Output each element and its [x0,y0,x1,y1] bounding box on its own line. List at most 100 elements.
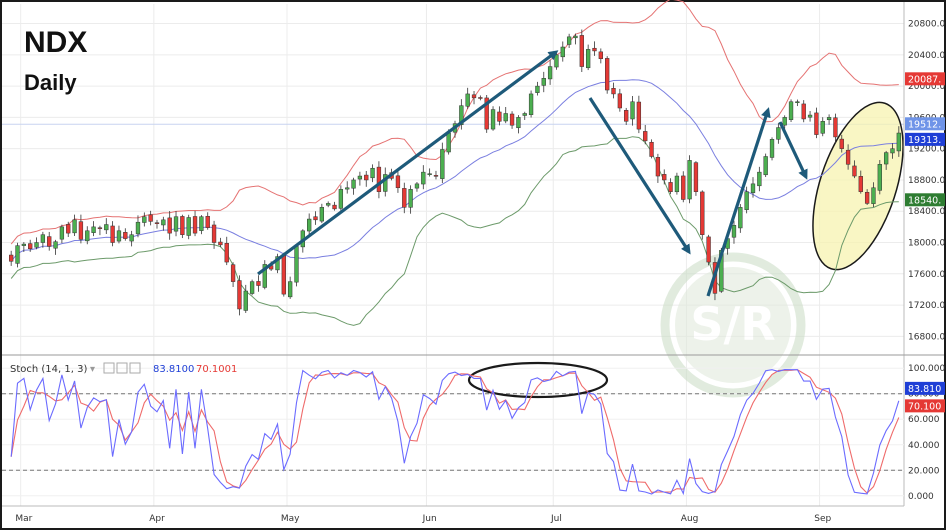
candle-8 [59,224,65,244]
candle-22 [148,210,153,226]
candle-102 [655,153,661,183]
candle-body-131 [839,138,844,149]
gear-icon[interactable] [116,362,128,374]
stoch-tick-label-3: 40.000 [908,441,940,451]
candle-27 [180,214,185,239]
candle-114 [731,220,737,244]
stoch-badge-label-0: 83.810 [908,384,941,395]
x-tick-label-2: May [281,514,300,524]
candle-23 [154,219,160,229]
candle-body-132 [845,149,851,165]
stoch-tick-label-2: 60.000 [908,415,940,425]
candle-body-32 [211,224,217,243]
candle-body-3 [28,243,33,250]
candle-body-57 [370,167,375,179]
candle-66 [427,168,432,177]
candle-body-72 [465,93,470,107]
candle-body-35 [230,264,236,282]
candle-123 [788,99,794,123]
candle-body-29 [192,216,198,234]
candle-body-117 [750,183,756,194]
candle-4 [34,237,39,250]
candle-body-99 [636,101,642,130]
candle-124 [795,99,800,107]
eye-icon[interactable] [103,362,115,374]
candle-body-96 [617,93,623,109]
candle-43 [281,252,286,297]
candle-3 [28,239,33,252]
stoch-levels [2,367,904,497]
candle-body-65 [421,171,426,185]
candle-body-126 [807,114,813,118]
candle-54 [351,177,356,195]
price-badges: 20087. 19512. 19313. 18540. [905,72,945,207]
candle-1 [15,242,20,268]
candle-12 [85,226,90,245]
price-tick-label-6: 18400.0 [908,207,945,217]
trend-arrow-3 [706,107,771,297]
candle-body-87 [560,46,565,58]
candle-108 [693,161,699,196]
candle-127 [814,107,819,139]
candle-body-53 [345,187,350,190]
candle-29 [192,210,198,237]
candle-body-130 [833,117,838,138]
candle-body-42 [275,256,280,271]
candle-107 [687,155,692,204]
candle-body-103 [662,174,667,181]
candle-body-52 [338,189,344,209]
candle-body-136 [871,187,876,204]
candle-body-19 [129,234,134,242]
candle-85 [547,59,553,85]
trend-arrows [257,50,808,297]
x-tick-label-6: Sep [814,514,831,524]
stoch-k-value: 83.8100 [153,364,194,375]
candle-body-83 [535,85,540,93]
candle-body-75 [484,97,489,130]
price-tick-label-9: 17200.0 [908,301,945,311]
close-icon[interactable] [129,362,141,374]
candle-body-74 [478,97,483,99]
candle-103 [662,169,667,185]
candle-79 [509,111,515,129]
candle-92 [592,41,597,56]
candle-body-82 [528,93,534,115]
candle-body-21 [142,216,147,223]
candle-body-120 [769,139,775,158]
candle-137 [877,160,882,195]
candle-42 [275,253,280,274]
candle-52 [338,185,344,212]
candle-body-25 [167,217,172,234]
candle-9 [66,221,71,237]
price-tick-label-5: 18800.0 [908,176,945,186]
candle-15 [104,218,109,235]
candle-body-110 [706,236,711,263]
watermark-text: S/R [690,297,775,351]
price-badge-label-1: 19512. [908,119,941,130]
stoch-legend: Stoch (14, 1, 3) ▾ 83.8100 70.1001 [10,362,237,375]
candle-25 [167,211,172,240]
candle-34 [224,236,229,266]
candle-body-93 [598,51,603,59]
candle-body-109 [700,191,705,235]
candle-body-13 [91,226,96,233]
price-badge-1 [905,117,945,131]
stoch-badge-1 [905,399,945,413]
candle-33 [218,237,223,248]
candle-body-43 [281,254,286,295]
candle-body-9 [66,224,71,234]
candle-body-122 [782,117,787,126]
candle-7 [53,239,58,255]
candle-body-54 [351,179,356,189]
candle-body-37 [243,290,248,311]
candle-body-91 [585,49,591,69]
candle-138 [883,150,889,170]
candle-body-55 [357,175,363,180]
candle-body-23 [154,222,160,224]
candle-93 [598,48,603,64]
candle-body-134 [858,176,863,192]
chevron-down-icon[interactable]: ▾ [90,364,95,375]
candle-118 [757,166,762,192]
candle-129 [826,114,832,125]
